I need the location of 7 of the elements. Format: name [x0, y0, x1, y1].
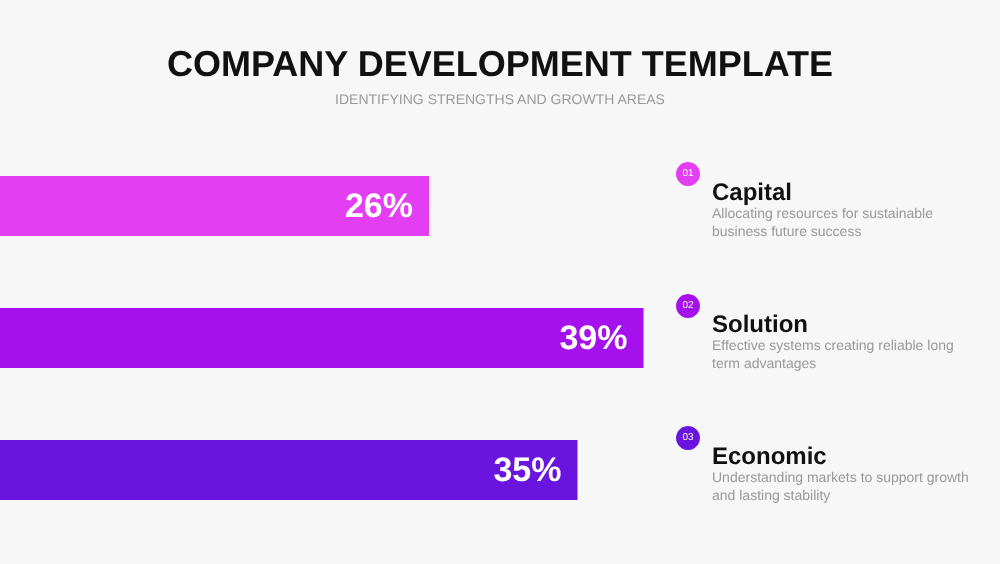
y-tick-label: Economic: [712, 442, 828, 470]
data-label: 35%: [493, 451, 562, 489]
data-label: 39%: [559, 319, 628, 357]
chart-title: COMPANY DEVELOPMENT TEMPLATE: [166, 44, 834, 84]
y-tick-label: Capital: [712, 178, 793, 206]
data-label: 26%: [344, 187, 413, 225]
y-tick-label: Solution: [712, 310, 808, 338]
